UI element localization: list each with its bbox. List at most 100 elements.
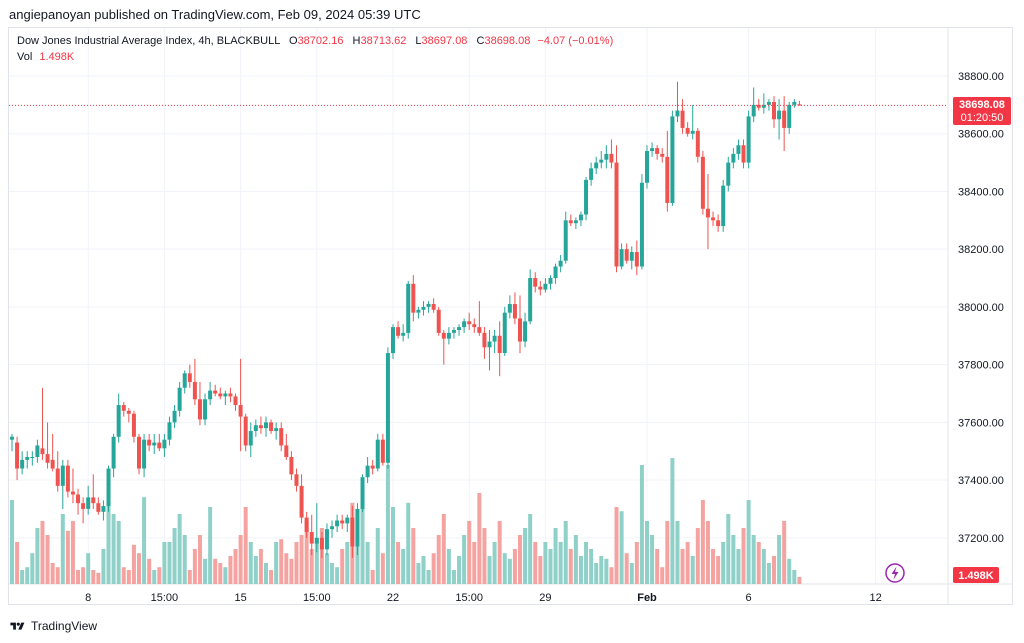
candle-body <box>147 439 152 446</box>
volume-bar <box>65 530 70 584</box>
candle-body <box>512 304 517 319</box>
volume-bar <box>726 514 731 584</box>
volume-bar <box>248 542 253 584</box>
volume-bar <box>324 553 329 584</box>
candle-body <box>289 456 294 475</box>
volume-bar <box>274 542 279 584</box>
candle-body <box>324 529 329 550</box>
candle-body <box>741 145 746 163</box>
high-value: 38713.62 <box>360 35 407 47</box>
volume-bar <box>152 570 157 584</box>
candle-body <box>35 445 40 457</box>
volume-bar <box>772 556 776 584</box>
time-tick-label: 6 <box>746 592 752 604</box>
candle-body <box>15 442 20 469</box>
candle-body <box>253 425 258 432</box>
volume-bar <box>416 563 421 584</box>
volume-label[interactable]: Vol <box>17 51 33 63</box>
volume-bar <box>705 521 710 584</box>
volume-bar <box>192 549 197 584</box>
footer-branding[interactable]: TradingView <box>9 619 97 633</box>
volume-bar <box>736 549 741 584</box>
volume-bar <box>406 502 411 584</box>
volume-bar <box>50 563 55 584</box>
candle-body <box>782 110 787 128</box>
volume-bar <box>573 535 578 584</box>
volume-bar <box>25 567 30 584</box>
candle-body <box>81 503 86 509</box>
candle-body <box>279 428 284 446</box>
candle-body <box>599 159 604 163</box>
volume-bar <box>223 567 228 584</box>
time-tick-label: 15:00 <box>303 592 331 604</box>
candle-body <box>233 396 238 406</box>
candle-body <box>594 162 599 169</box>
candle-body <box>162 439 167 449</box>
candle-body <box>650 148 655 152</box>
bar-countdown: 01:20:50 <box>961 112 1004 124</box>
price-tick-label: 37600.00 <box>958 417 1004 429</box>
volume-bar <box>558 542 563 584</box>
candle-body <box>197 399 202 420</box>
volume-bar <box>45 535 50 584</box>
time-axis[interactable]: 8 15:00 15 15:00 22 15:00 29 Feb 6 12 <box>85 592 882 604</box>
volume-bar <box>700 500 705 584</box>
candle-body <box>238 405 243 417</box>
symbol-description[interactable]: Dow Jones Industrial Average Index, 4h, … <box>17 35 280 47</box>
volume-bar <box>624 553 629 584</box>
volume-bar <box>594 563 599 584</box>
candle-body <box>375 439 380 469</box>
volume-bar <box>269 570 274 584</box>
time-tick-label: 29 <box>539 592 551 604</box>
volume-bars <box>10 458 802 584</box>
candle-body <box>528 278 533 322</box>
volume-bar <box>238 535 243 584</box>
price-axis[interactable]: 37200.00 37400.00 37600.00 37800.00 38000.00… <box>958 71 1004 545</box>
candle-body <box>589 168 594 180</box>
axis-badges: 38698.08 01:20:50 1.498K <box>885 97 1011 583</box>
candle-body <box>792 101 797 105</box>
volume-bar <box>111 514 116 584</box>
volume-bar <box>203 558 208 584</box>
volume-bar <box>294 542 299 584</box>
volume-bar <box>782 521 787 584</box>
volume-bar <box>436 535 441 584</box>
candle-body <box>507 304 512 313</box>
volume-bar <box>157 567 162 584</box>
volume-bar <box>147 558 152 584</box>
volume-bar <box>578 556 583 584</box>
candle-body <box>258 425 263 429</box>
candle-body <box>121 405 126 411</box>
candle-body <box>116 405 121 437</box>
volume-bar <box>162 542 167 584</box>
volume-bar <box>533 542 538 584</box>
volume-bar <box>228 556 233 584</box>
candle-body <box>482 332 487 348</box>
candle-body <box>462 321 467 328</box>
candle-body <box>573 220 578 224</box>
candle-body <box>700 156 705 209</box>
volume-bar <box>101 549 106 584</box>
time-tick-label: 8 <box>85 592 91 604</box>
lightning-icon[interactable] <box>885 563 905 583</box>
volume-bar <box>15 542 20 584</box>
chart-legend: Dow Jones Industrial Average Index, 4h, … <box>17 33 613 65</box>
candles <box>10 81 802 559</box>
candle-body <box>411 283 416 313</box>
candle-body <box>797 104 802 106</box>
volume-bar <box>685 542 690 584</box>
volume-bar <box>380 553 385 584</box>
candle-body <box>203 399 208 420</box>
candle-body <box>172 410 177 423</box>
price-tick-label: 38400.00 <box>958 186 1004 198</box>
candle-body <box>365 465 370 478</box>
volume-bar <box>253 556 258 584</box>
candle-body <box>629 252 634 261</box>
candle-body <box>553 266 558 279</box>
volume-bar <box>614 507 619 584</box>
candle-body <box>441 332 446 339</box>
candle-body <box>421 306 426 310</box>
last-price-badge <box>953 97 1011 125</box>
volume-bar <box>538 556 543 584</box>
